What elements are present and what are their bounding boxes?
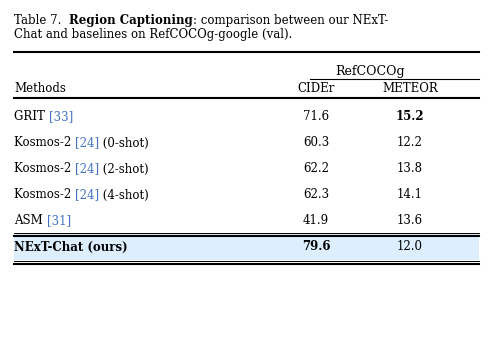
Text: ASM: ASM (14, 214, 46, 227)
Text: 13.6: 13.6 (397, 214, 423, 227)
Text: 12.2: 12.2 (397, 137, 423, 150)
Text: 41.9: 41.9 (303, 214, 329, 227)
Text: 13.8: 13.8 (397, 163, 423, 176)
Text: Kosmos-2: Kosmos-2 (14, 137, 75, 150)
Text: (0-shot): (0-shot) (99, 137, 149, 150)
Text: Table 7.: Table 7. (14, 14, 69, 27)
Text: Region Captioning: Region Captioning (69, 14, 193, 27)
Text: Kosmos-2: Kosmos-2 (14, 163, 75, 176)
Text: [31]: [31] (46, 214, 70, 227)
Text: (2-shot): (2-shot) (99, 163, 149, 176)
Text: 15.2: 15.2 (396, 111, 424, 124)
Text: [24]: [24] (75, 137, 99, 150)
Text: 62.3: 62.3 (303, 188, 329, 201)
Bar (14, 234, 479, 260)
Text: [24]: [24] (75, 163, 99, 176)
Text: 71.6: 71.6 (303, 111, 329, 124)
Text: CIDEr: CIDEr (297, 82, 335, 95)
Text: Chat and baselines on RefCOCOg-google (val).: Chat and baselines on RefCOCOg-google (v… (14, 28, 292, 41)
Text: Methods: Methods (14, 82, 66, 95)
Text: [24]: [24] (75, 188, 99, 201)
Text: [33]: [33] (49, 111, 73, 124)
Text: GRIT: GRIT (14, 111, 49, 124)
Text: Kosmos-2: Kosmos-2 (14, 188, 75, 201)
Text: 60.3: 60.3 (303, 137, 329, 150)
Text: 79.6: 79.6 (302, 240, 330, 253)
Text: METEOR: METEOR (382, 82, 438, 95)
Text: (4-shot): (4-shot) (99, 188, 149, 201)
Text: 62.2: 62.2 (303, 163, 329, 176)
Text: 12.0: 12.0 (397, 240, 423, 253)
Text: 14.1: 14.1 (397, 188, 423, 201)
Text: NExT-Chat (ours): NExT-Chat (ours) (14, 240, 128, 253)
Text: : comparison between our NExT-: : comparison between our NExT- (193, 14, 388, 27)
Text: RefCOCOg: RefCOCOg (335, 65, 405, 78)
